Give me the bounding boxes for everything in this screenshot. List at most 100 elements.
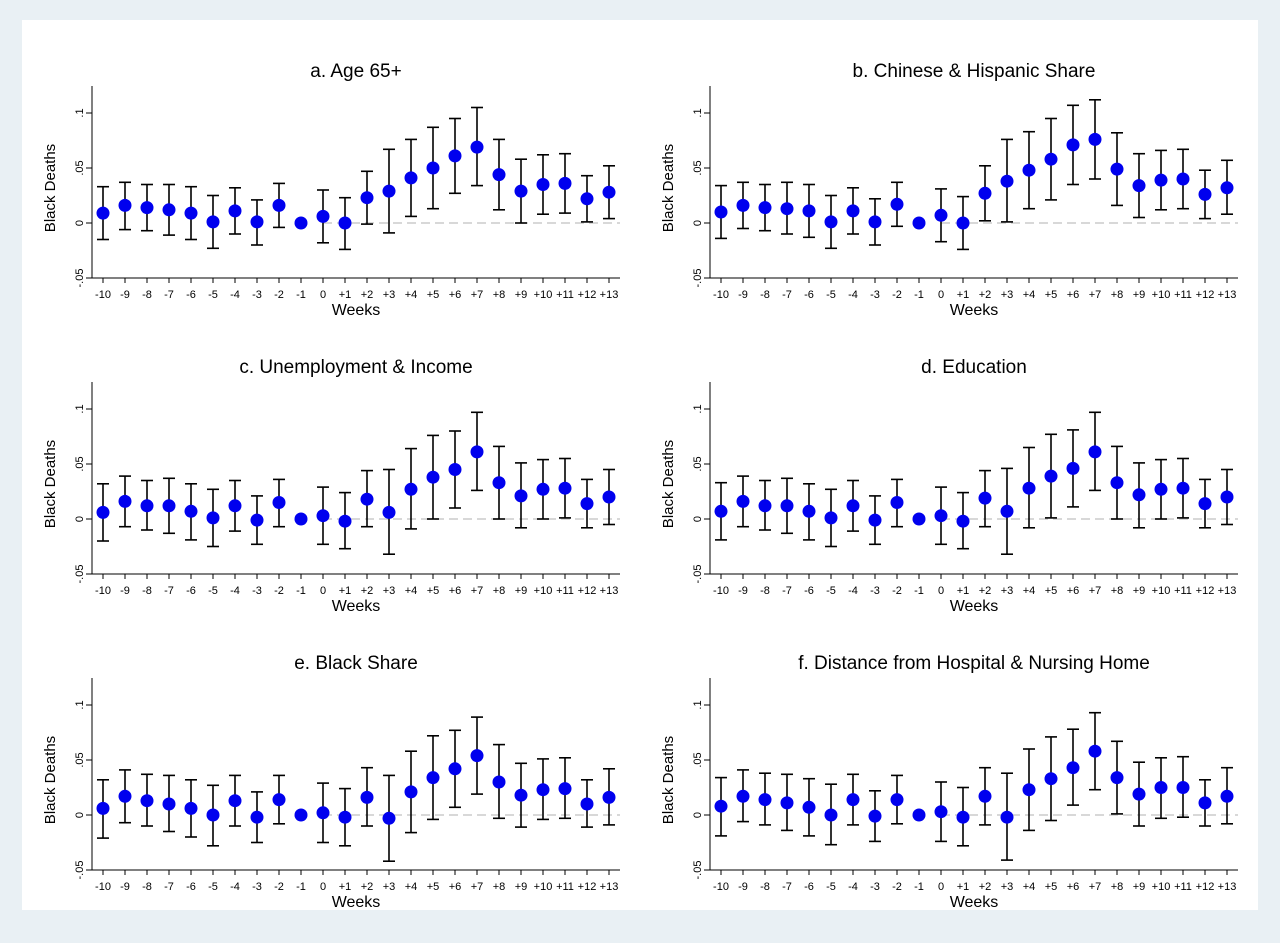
data-point [978,186,992,200]
data-point [890,197,904,211]
chart-title: a. Age 65+ [310,61,401,82]
x-tick-label: -5 [208,289,218,301]
x-tick-label: +12 [578,585,597,597]
data-point [602,490,616,504]
data-point [118,198,132,212]
y-axis-label: Black Deaths [660,736,677,824]
y-axis-label: Black Deaths [42,440,59,528]
data-point [448,149,462,163]
x-tick-label: +8 [1111,289,1124,301]
data-point [1132,179,1146,193]
data-point [580,192,594,206]
x-tick-label: +6 [449,289,462,301]
y-tick-label: -.05 [692,565,704,584]
y-tick-label: .1 [74,404,86,413]
x-tick-label: +5 [427,881,440,893]
x-tick-label: +6 [1067,289,1080,301]
y-axis-label: Black Deaths [42,144,59,232]
x-tick-label: -5 [826,289,836,301]
data-point [1066,761,1080,775]
data-point [118,789,132,803]
x-tick-label: -6 [186,881,196,893]
data-point [714,799,728,813]
data-point [580,797,594,811]
x-tick-label: +2 [979,585,992,597]
x-tick-label: +9 [1133,881,1146,893]
data-point [272,198,286,212]
x-tick-label: -8 [760,585,770,597]
x-tick-label: +10 [534,881,553,893]
x-tick-label: +13 [1218,585,1237,597]
data-point [492,168,506,182]
data-point [492,775,506,789]
x-tick-label: -10 [713,881,729,893]
x-tick-label: -2 [892,585,902,597]
x-tick-label: +9 [515,585,528,597]
data-point [96,505,110,519]
x-tick-label: +5 [427,585,440,597]
data-point [1066,138,1080,152]
data-point [1176,172,1190,186]
data-point [448,463,462,476]
data-point [96,206,110,220]
x-tick-label: 0 [320,289,326,301]
x-tick-label: +1 [339,881,352,893]
x-tick-label: -9 [738,585,748,597]
y-tick-label: -.05 [74,269,86,288]
y-axis-label: Black Deaths [660,440,677,528]
x-tick-label: -3 [252,881,262,893]
x-tick-label: +8 [493,881,506,893]
data-point [956,810,970,824]
x-tick-label: +7 [1089,585,1102,597]
data-point [868,513,882,527]
data-point [978,491,992,505]
x-tick-label: +3 [383,289,396,301]
data-point [846,204,860,218]
data-point [360,790,374,804]
x-tick-label: -10 [95,881,111,893]
data-point [382,811,396,825]
data-point [802,504,816,518]
data-point [1044,152,1058,166]
x-tick-label: +3 [383,881,396,893]
chart-title: f. Distance from Hospital & Nursing Home [798,653,1150,674]
data-point [250,513,264,527]
x-tick-label: +8 [1111,881,1124,893]
y-tick-label: 0 [692,516,704,522]
data-point [294,216,308,230]
x-tick-label: -6 [804,881,814,893]
x-tick-label: -2 [274,289,284,301]
data-point [558,176,572,190]
chart-title: b. Chinese & Hispanic Share [853,61,1096,82]
x-tick-label: +4 [1023,289,1036,301]
x-tick-label: +6 [1067,585,1080,597]
data-point [338,514,352,528]
data-point [382,505,396,519]
x-tick-label: -4 [848,585,858,597]
data-point [1044,469,1058,483]
data-point [1220,490,1234,504]
data-point [1022,783,1036,797]
data-point [294,808,308,822]
x-axis-label: Weeks [950,302,999,319]
y-tick-label: .1 [692,700,704,709]
x-tick-label: -6 [804,585,814,597]
data-point [846,793,860,807]
data-point [360,492,374,506]
data-point [714,205,728,219]
x-axis-label: Weeks [950,894,999,911]
data-point [184,504,198,518]
data-point [868,215,882,229]
x-tick-label: +6 [449,881,462,893]
y-tick-label: .05 [692,160,704,175]
x-tick-label: -9 [738,289,748,301]
x-tick-label: -2 [274,585,284,597]
data-point [824,511,838,525]
data-point [802,204,816,218]
x-tick-label: -9 [120,289,130,301]
data-point [206,511,220,525]
chart-panel-2: b. Chinese & Hispanic Share Black Deaths.… [640,50,1258,346]
data-point [1198,497,1212,511]
data-point [316,509,330,523]
x-tick-label: -4 [848,289,858,301]
